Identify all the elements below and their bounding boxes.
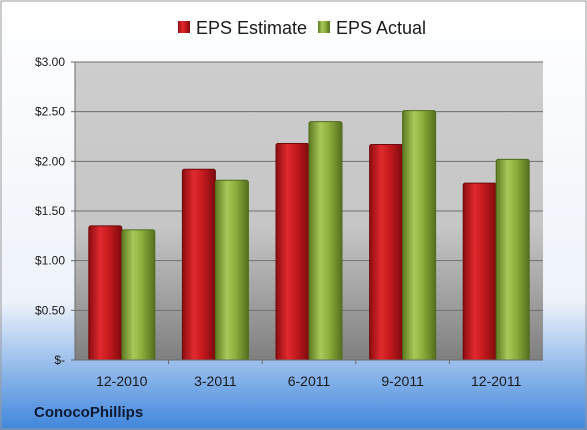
bar-eps-actual: [308, 121, 343, 361]
x-axis-ticks: 12-2010 3-2011 6-2011 9-2011 12-2011: [96, 360, 522, 389]
bar-eps-estimate: [462, 182, 497, 361]
y-tick-label: $3.00: [35, 55, 65, 69]
bar-eps-estimate: [369, 143, 404, 361]
bar-eps-actual: [495, 158, 530, 361]
bar-eps-estimate: [275, 142, 310, 361]
y-tick-label: $1.00: [35, 254, 65, 268]
legend-swatch-eps-estimate: [178, 21, 190, 33]
x-tick-label: 12-2010: [96, 373, 148, 389]
y-tick-label: $-: [54, 353, 65, 367]
y-tick-label: $0.50: [35, 303, 65, 317]
y-axis-ticks: $- $0.50 $1.00 $1.50 $2.00 $2.50 $3.00: [35, 55, 75, 367]
y-tick-label: $2.00: [35, 154, 65, 168]
legend-swatch-eps-actual: [318, 21, 330, 33]
y-tick-label: $2.50: [35, 105, 65, 119]
bar-eps-estimate: [88, 225, 123, 361]
legend: EPS Estimate EPS Actual: [178, 18, 426, 38]
x-tick-label: 6-2011: [288, 373, 331, 389]
bar-eps-actual: [402, 110, 437, 361]
x-tick-label: 12-2011: [471, 373, 522, 389]
x-tick-label: 3-2011: [194, 373, 237, 389]
bar-eps-actual: [121, 229, 156, 361]
legend-label-eps-estimate: EPS Estimate: [196, 18, 307, 38]
bar-eps-actual: [214, 179, 249, 361]
y-tick-label: $1.50: [35, 204, 65, 218]
bars: [88, 110, 530, 361]
x-tick-label: 9-2011: [381, 373, 424, 389]
legend-label-eps-actual: EPS Actual: [336, 18, 426, 38]
bar-eps-estimate: [181, 168, 216, 361]
company-label: ConocoPhillips: [34, 404, 143, 421]
